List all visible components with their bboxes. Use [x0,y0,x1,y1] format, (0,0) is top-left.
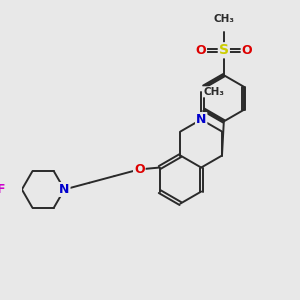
Text: CH₃: CH₃ [213,14,234,24]
Text: CH₃: CH₃ [203,87,224,97]
Text: F: F [0,183,6,196]
Text: O: O [242,44,252,57]
Text: N: N [196,113,206,126]
Text: O: O [195,44,206,57]
Text: N: N [59,183,70,196]
Text: O: O [134,163,145,176]
Text: S: S [219,43,229,57]
